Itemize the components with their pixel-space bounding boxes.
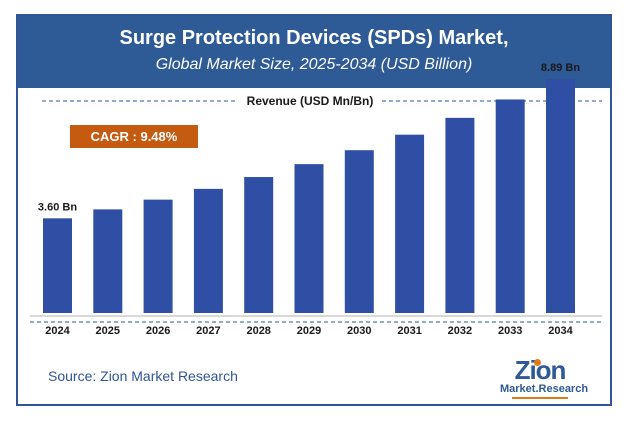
cagr-badge: CAGR : 9.48% (70, 125, 198, 148)
logo-tagline: Market.Research (500, 383, 589, 395)
x-tick-label: 2026 (146, 325, 170, 337)
bar-2024 (43, 218, 72, 313)
bar-2026 (143, 199, 173, 313)
bar-2030 (344, 150, 374, 313)
x-tick-label: 2033 (498, 325, 522, 337)
bar-2029 (294, 164, 324, 313)
bar-2032 (445, 117, 475, 313)
source-text: Source: Zion Market Research (48, 368, 238, 384)
x-tick-label: 2024 (45, 325, 70, 337)
bar-2031 (395, 134, 425, 313)
x-tick-label: 2032 (448, 325, 472, 337)
x-tick-label: 2027 (196, 325, 220, 337)
x-tick-label: 2028 (246, 325, 270, 337)
bar-2033 (495, 99, 525, 313)
bar-2034 (546, 79, 575, 314)
bar-2025 (93, 209, 123, 313)
data-label: 8.89 Bn (541, 62, 580, 74)
x-tick-label: 2030 (347, 325, 371, 337)
bar-group: 2024 3.60 Bn 2025 2026 2027 2028 2029 2030 2031 2… (38, 62, 580, 337)
x-tick-label: 2025 (96, 325, 120, 337)
chart-title: Surge Protection Devices (SPDs) Market, (119, 27, 509, 49)
chart-subtitle: Global Market Size, 2025-2034 (USD Billi… (155, 56, 473, 73)
zion-logo: Zion Market.Research (500, 356, 589, 400)
x-tick-label: 2029 (297, 325, 321, 337)
data-label: 3.60 Bn (38, 201, 77, 213)
logo-underline (512, 397, 568, 399)
bar-2027 (193, 188, 223, 313)
bar-2028 (244, 177, 274, 313)
x-tick-label: 2031 (397, 325, 421, 337)
chart-header: Surge Protection Devices (SPDs) Market, … (18, 16, 610, 88)
revenue-label: Revenue (USD Mn/Bn) (247, 94, 374, 108)
logo-dot-icon (534, 359, 541, 366)
x-tick-label: 2034 (548, 325, 573, 337)
